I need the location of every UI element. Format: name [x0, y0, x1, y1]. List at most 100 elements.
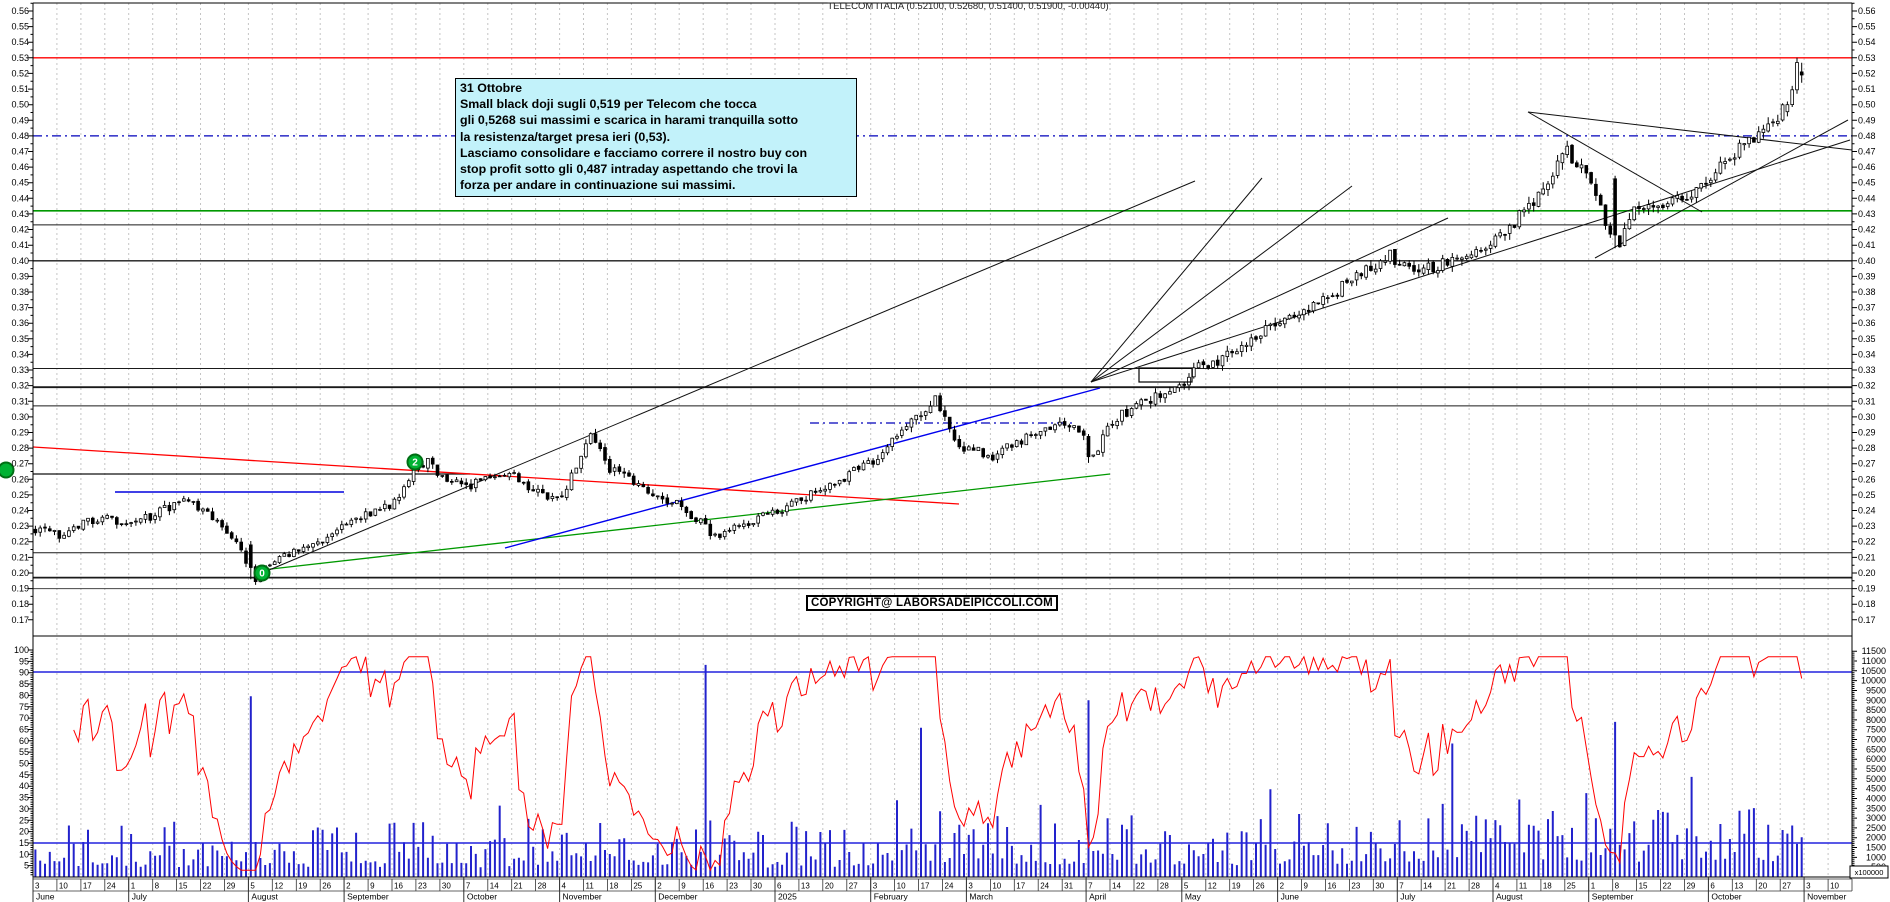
svg-text:9: 9 [681, 882, 686, 891]
svg-text:0.40: 0.40 [11, 256, 29, 266]
circle-marker[interactable] [406, 453, 424, 471]
consolidation-box[interactable] [1138, 367, 1193, 383]
svg-text:6: 6 [777, 882, 782, 891]
svg-text:0.50: 0.50 [1858, 100, 1876, 110]
svg-text:0.18: 0.18 [11, 599, 29, 609]
svg-text:August: August [251, 892, 278, 902]
svg-text:100: 100 [14, 645, 29, 655]
svg-text:0.51: 0.51 [1858, 84, 1876, 94]
svg-text:0.53: 0.53 [1858, 53, 1876, 63]
circle-marker[interactable] [253, 564, 271, 582]
svg-text:0.22: 0.22 [11, 537, 29, 547]
circle-marker[interactable] [0, 461, 15, 479]
note-line: Small black doji sugli 0,519 per Telecom… [460, 97, 757, 112]
svg-text:0.39: 0.39 [1858, 271, 1876, 281]
svg-text:11500: 11500 [1862, 646, 1886, 656]
svg-text:0.54: 0.54 [11, 37, 29, 47]
svg-text:23: 23 [1351, 882, 1360, 891]
svg-text:6: 6 [1710, 882, 1715, 891]
svg-text:0.27: 0.27 [11, 459, 29, 469]
svg-text:5: 5 [1184, 882, 1189, 891]
svg-text:7000: 7000 [1866, 735, 1886, 745]
svg-text:14: 14 [490, 882, 499, 891]
svg-text:17: 17 [83, 882, 92, 891]
svg-text:25: 25 [1567, 882, 1576, 891]
horizontal-level-lines [33, 57, 1852, 590]
svg-text:November: November [563, 892, 602, 902]
svg-text:June: June [1281, 892, 1300, 902]
svg-text:19: 19 [1232, 882, 1241, 891]
svg-text:35: 35 [19, 793, 29, 803]
svg-text:10: 10 [59, 882, 68, 891]
annotation-note[interactable]: 31 Ottobre Small black doji sugli 0,519 … [455, 78, 857, 198]
svg-text:0.35: 0.35 [1858, 334, 1876, 344]
svg-text:0.45: 0.45 [1858, 178, 1876, 188]
svg-text:8: 8 [1615, 882, 1620, 891]
svg-text:90: 90 [19, 668, 29, 678]
svg-text:0.51: 0.51 [11, 84, 29, 94]
svg-text:20: 20 [19, 827, 29, 837]
svg-text:0.19: 0.19 [1858, 584, 1876, 594]
svg-text:October: October [1711, 892, 1741, 902]
svg-text:8000: 8000 [1866, 715, 1886, 725]
svg-text:30: 30 [442, 882, 451, 891]
svg-text:22: 22 [203, 882, 212, 891]
svg-text:0.38: 0.38 [11, 287, 29, 297]
svg-text:31: 31 [1064, 882, 1073, 891]
svg-text:24: 24 [107, 882, 116, 891]
svg-text:18: 18 [1543, 882, 1552, 891]
svg-text:September: September [347, 892, 389, 902]
svg-text:0.49: 0.49 [11, 115, 29, 125]
chart-title: TELECOM ITALIA (0.52100, 0.52680, 0.5140… [827, 1, 1109, 12]
svg-text:11000: 11000 [1862, 656, 1886, 666]
svg-text:0.17: 0.17 [11, 615, 29, 625]
svg-text:16: 16 [1327, 882, 1336, 891]
svg-text:0.22: 0.22 [1858, 537, 1876, 547]
svg-text:25: 25 [19, 815, 29, 825]
svg-text:20: 20 [1758, 882, 1767, 891]
svg-text:0.32: 0.32 [1858, 381, 1876, 391]
svg-text:0.20: 0.20 [11, 568, 29, 578]
svg-text:0.30: 0.30 [11, 412, 29, 422]
svg-text:June: June [36, 892, 55, 902]
svg-text:0.24: 0.24 [1858, 506, 1876, 516]
svg-text:0.41: 0.41 [1858, 240, 1876, 250]
svg-text:10000: 10000 [1861, 676, 1886, 686]
svg-text:0.27: 0.27 [1858, 459, 1876, 469]
svg-text:0.29: 0.29 [11, 428, 29, 438]
note-line: gli 0,5268 sui massimi e scarica in hara… [460, 113, 799, 128]
svg-text:8: 8 [155, 882, 160, 891]
svg-text:0.29: 0.29 [1858, 428, 1876, 438]
svg-text:x100000: x100000 [1855, 868, 1884, 877]
svg-text:2: 2 [1280, 882, 1285, 891]
svg-text:0.43: 0.43 [1858, 209, 1876, 219]
svg-text:0.42: 0.42 [1858, 225, 1876, 235]
svg-text:0.45: 0.45 [11, 178, 29, 188]
svg-text:December: December [658, 892, 697, 902]
svg-text:2500: 2500 [1866, 823, 1886, 833]
svg-text:1500: 1500 [1866, 843, 1886, 853]
svg-text:0.52: 0.52 [11, 68, 29, 78]
svg-text:0.37: 0.37 [11, 303, 29, 313]
svg-text:7: 7 [466, 882, 471, 891]
svg-text:9: 9 [370, 882, 375, 891]
svg-text:0.48: 0.48 [11, 131, 29, 141]
svg-text:0.28: 0.28 [11, 443, 29, 453]
svg-text:0.56: 0.56 [1858, 6, 1876, 16]
svg-text:21: 21 [514, 882, 523, 891]
svg-text:3: 3 [873, 882, 878, 891]
svg-text:7500: 7500 [1866, 725, 1886, 735]
svg-text:0.44: 0.44 [1858, 193, 1876, 203]
svg-text:70: 70 [19, 713, 29, 723]
svg-text:0.55: 0.55 [1858, 22, 1876, 32]
svg-text:19: 19 [298, 882, 307, 891]
svg-text:9000: 9000 [1866, 695, 1886, 705]
svg-text:0.17: 0.17 [1858, 615, 1876, 625]
svg-text:40: 40 [19, 781, 29, 791]
svg-text:28: 28 [1471, 882, 1480, 891]
axis-labels: 0.56 0.56 0.55 0.55 0.54 0.54 0.53 0.53 0.52 0.52… [11, 6, 1889, 879]
svg-text:1000: 1000 [1866, 852, 1886, 862]
svg-text:0.31: 0.31 [11, 396, 29, 406]
svg-text:0.31: 0.31 [1858, 396, 1876, 406]
